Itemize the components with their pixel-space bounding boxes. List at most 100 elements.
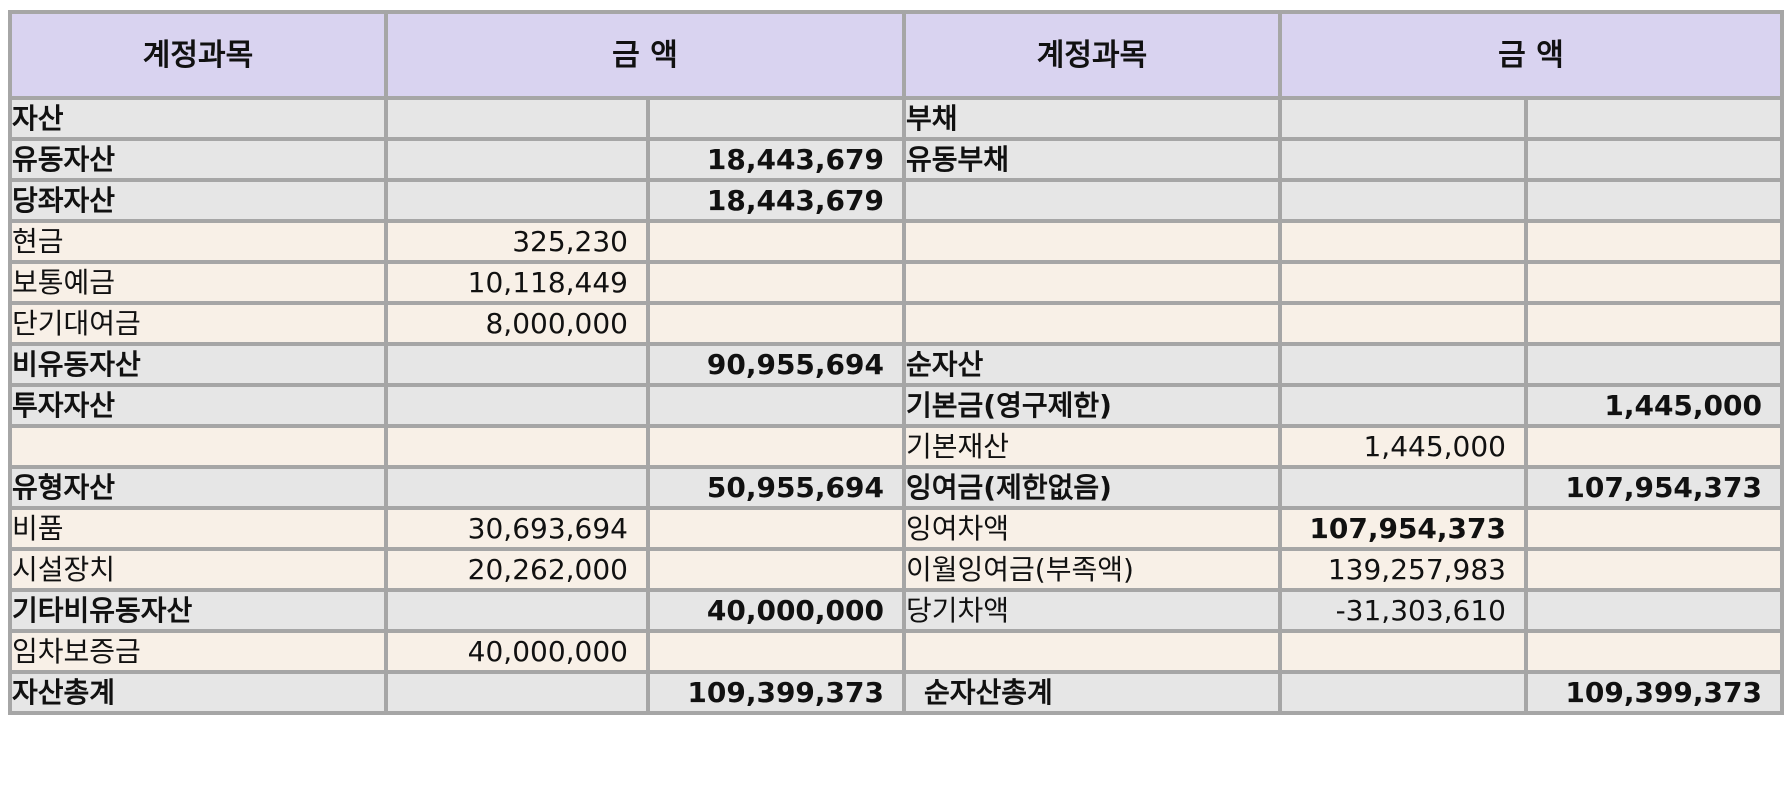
table-row: 자산총계 109,399,373 순자산총계 109,399,373 (8, 670, 1784, 715)
left-sub-amount: 30,693,694 (384, 506, 650, 551)
left-sub-amount: 8,000,000 (384, 301, 650, 346)
right-total-amount (1524, 219, 1784, 264)
left-sub-amount (384, 670, 650, 715)
right-sub-amount (1278, 301, 1528, 346)
left-sub-amount: 10,118,449 (384, 260, 650, 305)
right-sub-amount (1278, 178, 1528, 223)
left-sub-amount (384, 178, 650, 223)
left-sub-amount (384, 588, 650, 633)
right-total-amount (1524, 342, 1784, 387)
right-account-label: 유동부채 (902, 137, 1282, 182)
right-sub-amount (1278, 260, 1528, 305)
left-total-amount: 18,443,679 (646, 137, 906, 182)
right-account-label (902, 301, 1282, 346)
left-sub-amount (384, 342, 650, 387)
right-account-label (902, 219, 1282, 264)
left-total-amount: 50,955,694 (646, 465, 906, 510)
left-total-amount: 109,399,373 (646, 670, 906, 715)
header-account-left: 계정과목 (8, 10, 388, 100)
right-account-label (902, 260, 1282, 305)
right-total-amount (1524, 424, 1784, 469)
table-row: 단기대여금 8,000,000 (8, 301, 1784, 346)
right-total-amount (1524, 506, 1784, 551)
right-sub-amount: 139,257,983 (1278, 547, 1528, 592)
right-account-label: 순자산총계 (902, 670, 1282, 715)
left-total-amount (646, 383, 906, 428)
right-account-label: 순자산 (902, 342, 1282, 387)
right-total-amount (1524, 547, 1784, 592)
right-account-label: 당기차액 (902, 588, 1282, 633)
right-account-label: 부채 (902, 96, 1282, 141)
right-total-amount (1524, 96, 1784, 141)
table-row: 기본재산 1,445,000 (8, 424, 1784, 469)
left-account-label (8, 424, 388, 469)
right-sub-amount (1278, 96, 1528, 141)
right-sub-amount (1278, 137, 1528, 182)
left-sub-amount: 40,000,000 (384, 629, 650, 674)
left-total-amount (646, 260, 906, 305)
table-row: 시설장치 20,262,000 이월잉여금(부족액) 139,257,983 (8, 547, 1784, 592)
left-sub-amount: 20,262,000 (384, 547, 650, 592)
left-account-label: 비유동자산 (8, 342, 388, 387)
left-account-label: 당좌자산 (8, 178, 388, 223)
header-amount-left: 금 액 (384, 10, 906, 100)
right-account-label: 잉여금(제한없음) (902, 465, 1282, 510)
header-amount-right: 금 액 (1278, 10, 1784, 100)
right-total-amount (1524, 629, 1784, 674)
table-row: 비유동자산 90,955,694 순자산 (8, 342, 1784, 387)
right-sub-amount (1278, 219, 1528, 264)
left-total-amount (646, 506, 906, 551)
left-account-label: 현금 (8, 219, 388, 264)
right-account-label: 잉여차액 (902, 506, 1282, 551)
table-row: 현금 325,230 (8, 219, 1784, 264)
table-row: 임차보증금 40,000,000 (8, 629, 1784, 674)
left-total-amount (646, 96, 906, 141)
left-total-amount: 40,000,000 (646, 588, 906, 633)
right-account-label (902, 178, 1282, 223)
left-account-label: 자산 (8, 96, 388, 141)
right-sub-amount (1278, 465, 1528, 510)
right-account-label (902, 629, 1282, 674)
right-total-amount (1524, 260, 1784, 305)
left-sub-amount: 325,230 (384, 219, 650, 264)
table-row: 기타비유동자산 40,000,000 당기차액 -31,303,610 (8, 588, 1784, 633)
right-total-amount: 109,399,373 (1524, 670, 1784, 715)
table-row: 유동자산 18,443,679 유동부채 (8, 137, 1784, 182)
table-row: 자산 부채 (8, 96, 1784, 141)
right-sub-amount: -31,303,610 (1278, 588, 1528, 633)
right-sub-amount: 107,954,373 (1278, 506, 1528, 551)
right-total-amount (1524, 301, 1784, 346)
right-total-amount (1524, 588, 1784, 633)
left-account-label: 임차보증금 (8, 629, 388, 674)
left-account-label: 비품 (8, 506, 388, 551)
left-account-label: 기타비유동자산 (8, 588, 388, 633)
left-total-amount: 90,955,694 (646, 342, 906, 387)
header-account-right: 계정과목 (902, 10, 1282, 100)
right-total-amount: 107,954,373 (1524, 465, 1784, 510)
left-account-label: 단기대여금 (8, 301, 388, 346)
right-sub-amount: 1,445,000 (1278, 424, 1528, 469)
left-account-label: 보통예금 (8, 260, 388, 305)
left-sub-amount (384, 96, 650, 141)
right-account-label: 기본재산 (902, 424, 1282, 469)
left-account-label: 시설장치 (8, 547, 388, 592)
right-total-amount (1524, 137, 1784, 182)
right-account-label: 이월잉여금(부족액) (902, 547, 1282, 592)
left-account-label: 자산총계 (8, 670, 388, 715)
left-total-amount (646, 424, 906, 469)
left-sub-amount (384, 383, 650, 428)
header-row: 계정과목 금 액 계정과목 금 액 (8, 10, 1784, 100)
right-account-label: 기본금(영구제한) (902, 383, 1282, 428)
left-total-amount: 18,443,679 (646, 178, 906, 223)
left-total-amount (646, 219, 906, 264)
table-row: 당좌자산 18,443,679 (8, 178, 1784, 223)
right-total-amount: 1,445,000 (1524, 383, 1784, 428)
left-account-label: 유형자산 (8, 465, 388, 510)
right-total-amount (1524, 178, 1784, 223)
left-account-label: 투자자산 (8, 383, 388, 428)
table-row: 투자자산 기본금(영구제한) 1,445,000 (8, 383, 1784, 428)
left-total-amount (646, 547, 906, 592)
right-sub-amount (1278, 670, 1528, 715)
table-row: 유형자산 50,955,694 잉여금(제한없음) 107,954,373 (8, 465, 1784, 510)
left-sub-amount (384, 137, 650, 182)
